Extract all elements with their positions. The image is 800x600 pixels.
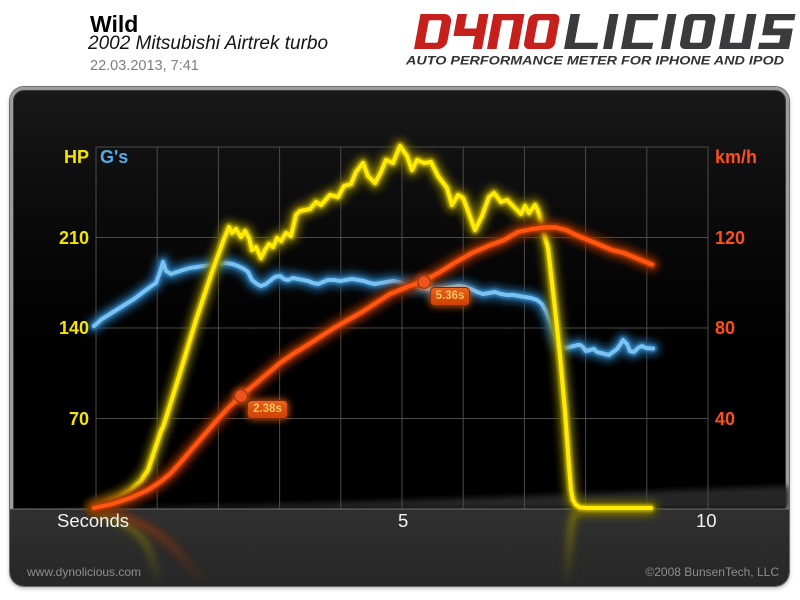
svg-text:AUTO PERFORMANCE METER FOR IPH: AUTO PERFORMANCE METER FOR IPHONE AND IP… xyxy=(405,56,784,68)
